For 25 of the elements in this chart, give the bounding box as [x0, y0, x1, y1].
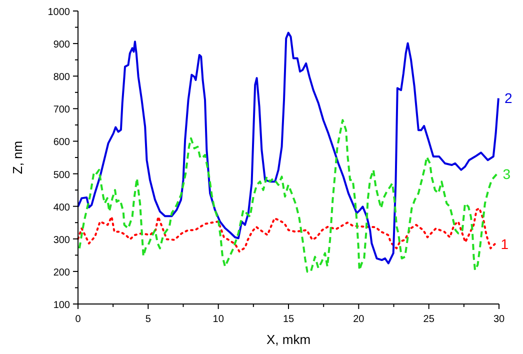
y-tick-label: 600 [53, 137, 70, 148]
x-axis-title: X, mkm [266, 332, 311, 347]
y-tick-label: 300 [53, 234, 70, 246]
x-tick-label: 15 [282, 314, 294, 325]
y-tick-label: 500 [53, 170, 70, 181]
line-series [78, 119, 498, 273]
y-tick-label: 700 [53, 104, 70, 116]
y-tick-label: 200 [53, 267, 70, 278]
x-tick-label: 30 [493, 314, 505, 325]
x-tick-label: 25 [423, 314, 435, 325]
x-tick-label: 20 [353, 314, 365, 325]
x-tick-label: 5 [145, 314, 152, 325]
series-label: 2 [504, 90, 512, 106]
y-tick-label: 900 [53, 40, 70, 51]
x-tick-label: 0 [75, 314, 82, 325]
x-tick-label: 10 [212, 314, 224, 325]
y-tick-label: 1000 [48, 7, 70, 18]
line-series [77, 207, 496, 253]
y-axis-title: Z, nm [10, 140, 25, 174]
series-label: 3 [502, 166, 511, 182]
line-series [77, 32, 500, 264]
y-tick-label: 400 [53, 202, 70, 214]
series-label: 1 [500, 236, 509, 252]
y-tick-label: 800 [53, 72, 70, 84]
y-tick-label: 100 [53, 300, 70, 311]
